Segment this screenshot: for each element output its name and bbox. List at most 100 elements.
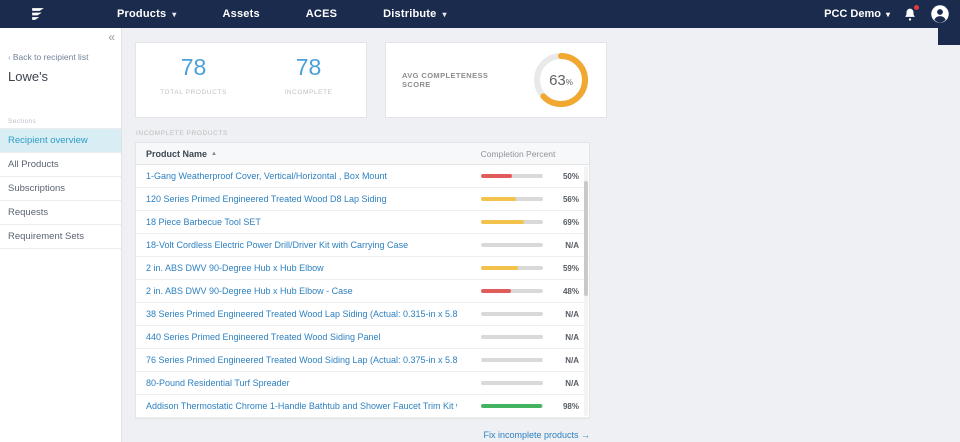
table-row[interactable]: Addison Thermostatic Chrome 1-Handle Bat… — [136, 395, 589, 418]
table-row[interactable]: 2 in. ABS DWV 90-Degree Hub x Hub Elbow … — [136, 280, 589, 303]
progress-track — [481, 220, 543, 224]
sidebar-item[interactable]: Recipient overview — [0, 128, 121, 152]
completion-value: 56% — [562, 194, 579, 204]
nav-item[interactable]: Products ▾ — [94, 0, 200, 28]
progress-fill — [481, 289, 511, 293]
table-header: Product Name ▲ Completion Percent — [136, 143, 589, 165]
summary-cards: 78 TOTAL PRODUCTS 78 INCOMPLETE AVG COMP… — [135, 42, 960, 118]
sidebar-item-label: Requests — [8, 207, 49, 218]
table-row[interactable]: 18 Piece Barbecue Tool SET 69% — [136, 211, 589, 234]
nav-item[interactable]: Assets — [200, 0, 283, 28]
bell-icon — [905, 8, 915, 21]
progress-track — [481, 289, 543, 293]
sidebar-item[interactable]: Requests — [0, 200, 121, 224]
progress-track — [481, 381, 543, 385]
user-avatar-icon — [931, 5, 949, 23]
donut-chart-icon — [534, 53, 588, 107]
sidebar-item[interactable]: Subscriptions — [0, 176, 121, 200]
table-row[interactable]: 76 Series Primed Engineered Treated Wood… — [136, 349, 589, 372]
product-link[interactable]: Addison Thermostatic Chrome 1-Handle Bat… — [146, 401, 457, 411]
completion-progress: 50% — [457, 172, 579, 181]
stat: 78 INCOMPLETE — [251, 43, 366, 117]
completion-progress: 69% — [457, 218, 579, 227]
back-link-label: Back to recipient list — [12, 52, 89, 62]
table-scrollbar-thumb[interactable] — [584, 181, 588, 296]
progress-fill — [481, 197, 516, 201]
completion-value: N/A — [565, 309, 579, 319]
nav-item-label: ACES — [305, 8, 338, 20]
completion-progress: 56% — [457, 195, 579, 204]
account-menu[interactable]: PCC Demo ▾ — [824, 8, 890, 20]
progress-track — [481, 197, 543, 201]
table-footer: Fix incomplete products → — [135, 425, 590, 442]
column-completion-percent: Completion Percent — [480, 148, 556, 159]
chevron-left-icon: ‹ — [8, 52, 11, 62]
nav-item[interactable]: Distribute ▾ — [360, 0, 470, 28]
back-to-recipient-list-link[interactable]: ‹ Back to recipient list — [8, 52, 113, 62]
progress-track — [481, 335, 543, 339]
chevron-down-icon: ▾ — [442, 9, 447, 19]
progress-track — [481, 312, 543, 316]
product-link[interactable]: 2 in. ABS DWV 90-Degree Hub x Hub Elbow … — [146, 286, 353, 296]
nav-item[interactable]: ACES — [283, 0, 360, 28]
table-row[interactable]: 38 Series Primed Engineered Treated Wood… — [136, 303, 589, 326]
table-row[interactable]: 18-Volt Cordless Electric Power Drill/Dr… — [136, 234, 589, 257]
product-link[interactable]: 440 Series Primed Engineered Treated Woo… — [146, 332, 381, 342]
donut-arc — [534, 53, 588, 107]
user-avatar[interactable] — [930, 4, 950, 24]
progress-fill — [481, 404, 542, 408]
progress-track — [481, 266, 543, 270]
completion-value: N/A — [565, 355, 579, 365]
completion-value: 69% — [562, 217, 579, 227]
nav-item-label: Distribute — [383, 8, 437, 20]
sidebar-item[interactable]: Requirement Sets — [0, 224, 121, 248]
product-link[interactable]: 80-Pound Residential Turf Spreader — [146, 378, 290, 388]
product-link[interactable]: 1-Gang Weatherproof Cover, Vertical/Hori… — [146, 171, 387, 181]
completion-value: 98% — [562, 401, 579, 411]
incomplete-products-table: Product Name ▲ Completion Percent 1-Gang… — [135, 142, 590, 419]
progress-track — [481, 358, 543, 362]
product-link[interactable]: 76 Series Primed Engineered Treated Wood… — [146, 355, 457, 365]
chevron-down-icon: ▾ — [885, 9, 890, 19]
sidebar-item[interactable]: All Products — [0, 152, 121, 176]
nav-right: PCC Demo ▾ — [824, 3, 960, 24]
brand-logo[interactable] — [28, 4, 48, 24]
table-row[interactable]: 120 Series Primed Engineered Treated Woo… — [136, 188, 589, 211]
completion-value: N/A — [565, 240, 579, 250]
sidebar-item-label: Recipient overview — [8, 135, 88, 146]
table-row[interactable]: 2 in. ABS DWV 90-Degree Hub x Hub Elbow … — [136, 257, 589, 280]
stat-value: 78 — [295, 54, 322, 80]
completion-progress: N/A — [457, 310, 579, 319]
product-link[interactable]: 18 Piece Barbecue Tool SET — [146, 217, 261, 227]
progress-fill — [481, 266, 518, 270]
completion-progress: N/A — [457, 356, 579, 365]
completion-progress: N/A — [457, 241, 579, 250]
stat-label: TOTAL PRODUCTS — [160, 89, 227, 96]
page-body: « ‹ Back to recipient list Lowe's Section… — [0, 28, 960, 442]
completion-progress: N/A — [457, 333, 579, 342]
table-row[interactable]: 1-Gang Weatherproof Cover, Vertical/Hori… — [136, 165, 589, 188]
table-row[interactable]: 80-Pound Residential Turf Spreader N/A — [136, 372, 589, 395]
notification-badge — [913, 3, 920, 11]
sidebar-item-label: All Products — [8, 159, 59, 170]
sidebar-collapse-icon[interactable]: « — [108, 30, 115, 44]
notifications-button[interactable] — [903, 3, 920, 22]
product-link[interactable]: 18-Volt Cordless Electric Power Drill/Dr… — [146, 240, 409, 250]
recipient-title: Lowe's — [8, 69, 49, 84]
completion-progress: N/A — [457, 379, 579, 388]
stat-value: 78 — [180, 54, 207, 80]
product-link[interactable]: 38 Series Primed Engineered Treated Wood… — [146, 309, 457, 319]
stat: 78 TOTAL PRODUCTS — [136, 43, 251, 117]
sidebar-item-label: Requirement Sets — [8, 231, 85, 242]
table-row[interactable]: 440 Series Primed Engineered Treated Woo… — [136, 326, 589, 349]
nav-item-label: Products — [117, 8, 167, 20]
column-product-name[interactable]: Product Name ▲ — [146, 148, 217, 159]
fix-incomplete-products-link[interactable]: Fix incomplete products → — [483, 430, 590, 440]
table-scrollbar — [584, 166, 588, 416]
sidebar-nav: Recipient overview All Products Subscrip… — [0, 128, 121, 249]
product-link[interactable]: 2 in. ABS DWV 90-Degree Hub x Hub Elbow — [146, 263, 324, 273]
completion-value: 48% — [562, 286, 579, 296]
completion-value: N/A — [565, 378, 579, 388]
score-value: 63% — [549, 71, 573, 89]
product-link[interactable]: 120 Series Primed Engineered Treated Woo… — [146, 194, 387, 204]
